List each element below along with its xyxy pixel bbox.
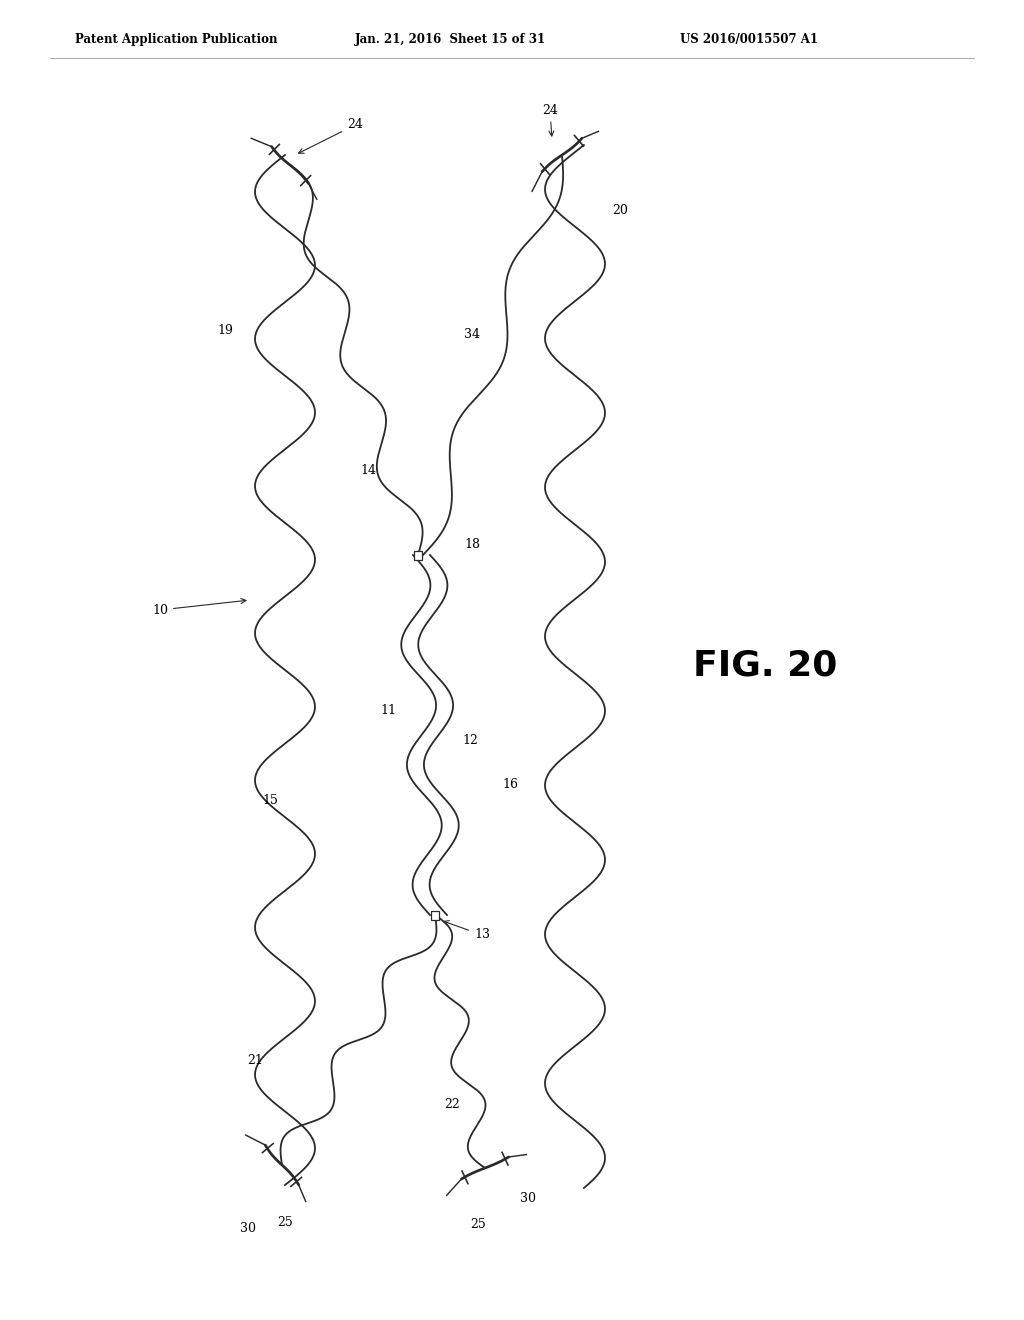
Text: 15: 15 (262, 793, 278, 807)
FancyBboxPatch shape (414, 550, 423, 560)
Text: Patent Application Publication: Patent Application Publication (75, 33, 278, 46)
Text: FIG. 20: FIG. 20 (693, 648, 838, 682)
Text: 24: 24 (299, 119, 362, 153)
Text: 25: 25 (278, 1216, 293, 1229)
Text: Jan. 21, 2016  Sheet 15 of 31: Jan. 21, 2016 Sheet 15 of 31 (355, 33, 546, 46)
Text: 30: 30 (240, 1221, 256, 1234)
Text: 18: 18 (464, 539, 480, 552)
Text: 11: 11 (380, 704, 396, 717)
Text: 19: 19 (217, 323, 232, 337)
Text: 16: 16 (502, 779, 518, 792)
Text: 34: 34 (464, 329, 480, 342)
Text: 30: 30 (520, 1192, 536, 1204)
Text: 12: 12 (462, 734, 478, 747)
Text: 20: 20 (612, 203, 628, 216)
Text: US 2016/0015507 A1: US 2016/0015507 A1 (680, 33, 818, 46)
Text: 21: 21 (247, 1053, 263, 1067)
Text: 13: 13 (443, 920, 490, 941)
Text: 22: 22 (444, 1098, 460, 1111)
Text: 10: 10 (152, 598, 246, 616)
Text: 25: 25 (470, 1218, 485, 1232)
Text: 24: 24 (542, 103, 558, 136)
Text: 14: 14 (360, 463, 376, 477)
FancyBboxPatch shape (430, 911, 439, 920)
